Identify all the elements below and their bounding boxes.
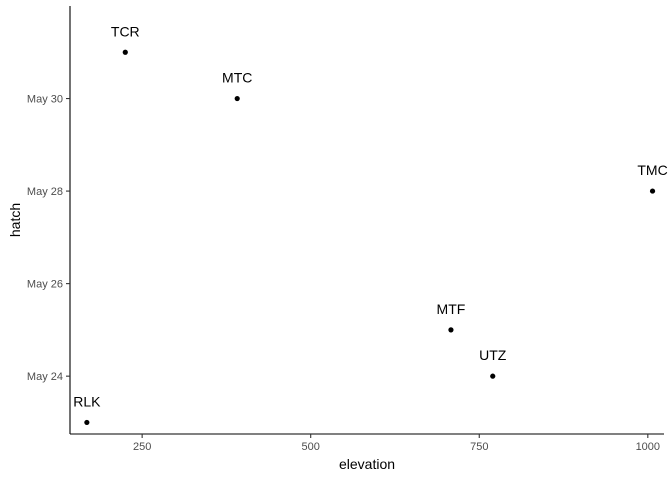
y-tick-label: May 28 <box>27 186 63 198</box>
data-point-tcr <box>122 49 128 55</box>
point-label-mtf: MTF <box>437 301 466 317</box>
y-tick-label: May 30 <box>27 94 63 106</box>
y-tick-label: May 24 <box>27 371 63 383</box>
x-tick-label: 500 <box>302 441 320 453</box>
x-tick-label: 1000 <box>636 441 660 453</box>
data-point-utz <box>490 373 496 379</box>
x-tick-label: 750 <box>470 441 488 453</box>
y-axis-title: hatch <box>7 203 23 237</box>
plot-area: 250 500 750 1000 May 24 May 26 May 28 May 30 TCR… <box>27 6 668 453</box>
x-axis-title: elevation <box>339 456 395 472</box>
point-label-rlk: RLK <box>73 393 101 409</box>
data-point-mtf <box>448 327 454 333</box>
data-point-rlk <box>84 419 90 426</box>
point-label-mtc: MTC <box>222 70 252 86</box>
point-label-utz: UTZ <box>479 347 507 363</box>
data-point-mtc <box>234 95 240 102</box>
point-label-tmc: TMC <box>637 162 667 178</box>
data-point-tmc <box>649 188 656 194</box>
point-label-tcr: TCR <box>111 23 140 39</box>
y-tick-label: May 26 <box>27 279 63 291</box>
x-tick-label: 250 <box>133 441 151 453</box>
